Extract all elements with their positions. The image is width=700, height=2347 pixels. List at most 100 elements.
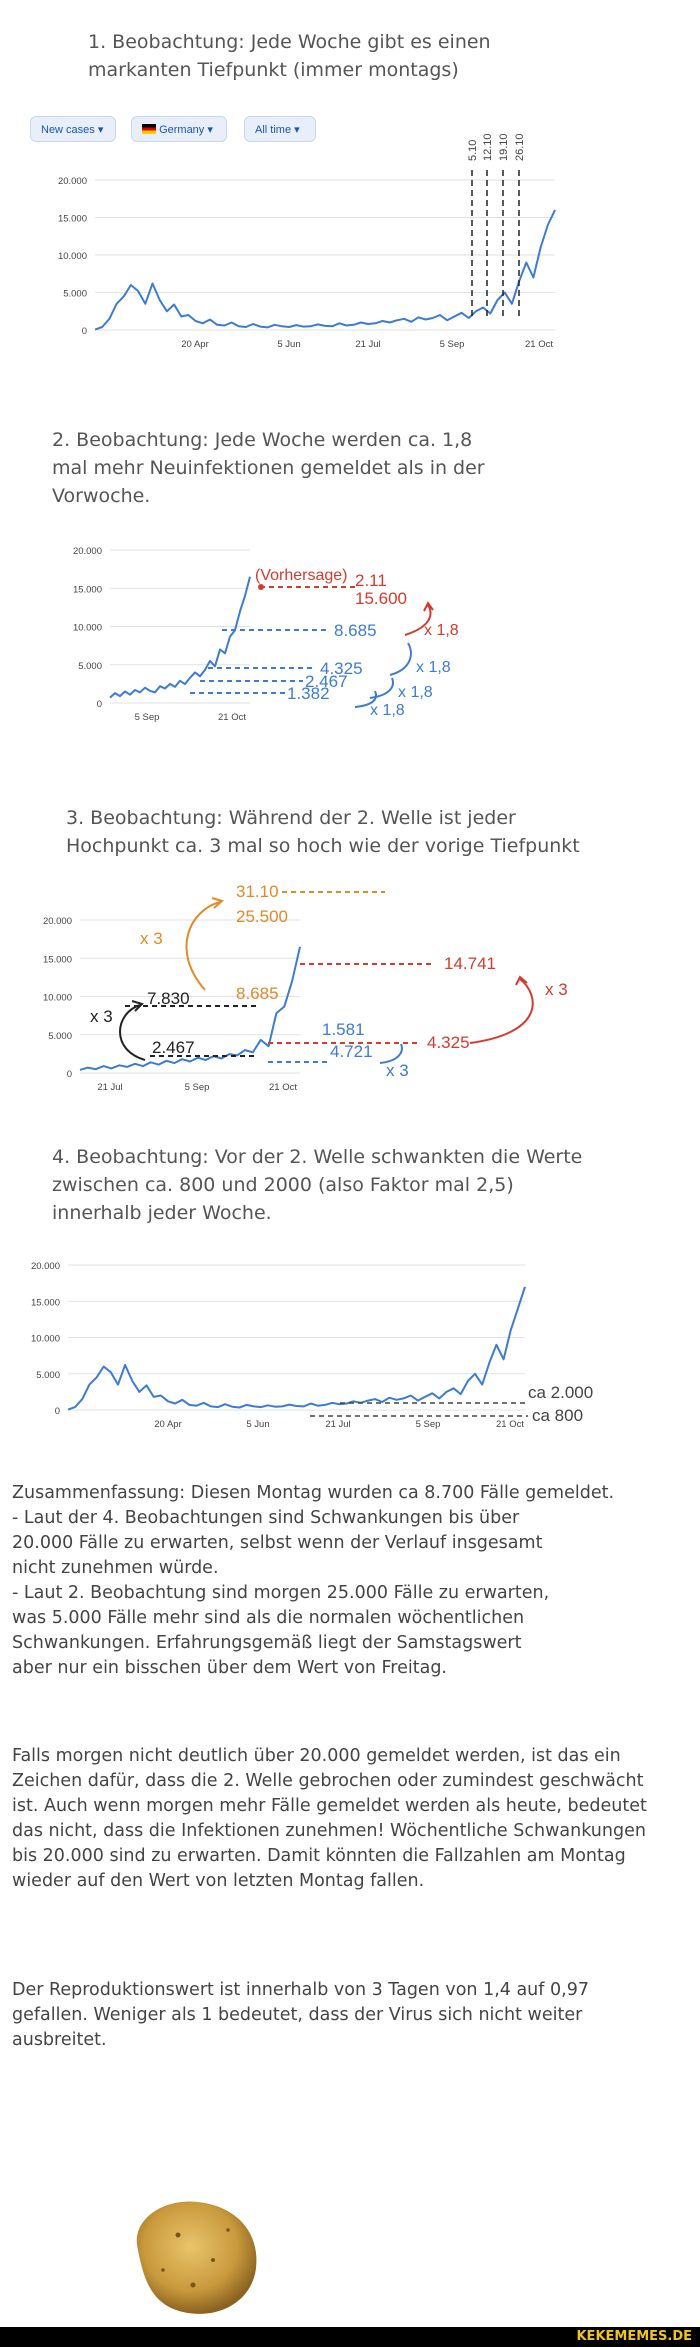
obs3-heading-line1: 3. Beobachtung: Während der 2. Welle ist…: [66, 807, 516, 829]
metric-label: New cases: [41, 124, 95, 136]
y-tick-label: 10.000: [31, 1334, 60, 1345]
value-4325: 4.325: [427, 1033, 470, 1052]
x-tick-label: 21 Oct: [218, 712, 246, 723]
marker-label: 26.10: [514, 133, 526, 161]
y-tick-label: 10.000: [43, 993, 72, 1004]
x-tick-label: 21 Oct: [496, 1419, 524, 1430]
country-dropdown[interactable]: Germany ▾: [131, 116, 227, 142]
marker-label: 19.10: [498, 133, 510, 161]
value-14741: 14.741: [444, 954, 496, 973]
value-2467: 2.467: [152, 1038, 195, 1057]
y-tick-label: 0: [67, 1069, 72, 1080]
arrow-red: [469, 978, 534, 1044]
x-tick-label: 5 Jun: [246, 1419, 269, 1430]
y-tick-label: 20.000: [73, 546, 102, 557]
y-tick-label: 15.000: [73, 584, 102, 595]
arrowhead-icon: [211, 897, 225, 909]
series-line: [109, 576, 251, 699]
chevron-down-icon: ▾: [207, 124, 213, 136]
y-tick-label: 20.000: [58, 176, 87, 187]
obs4-heading-line2: zwischen ca. 800 und 2000 (also Faktor m…: [52, 1174, 514, 1196]
x-tick-label: 20 Apr: [181, 339, 208, 350]
factor-1: x 1,8: [424, 622, 459, 639]
value-4721: 4.721: [330, 1042, 373, 1061]
x-tick-label: 21 Jul: [355, 339, 380, 350]
x-tick-label: 5 Sep: [135, 712, 160, 723]
y-tick-label: 5.000: [48, 1031, 72, 1042]
label-3110: 31.10: [236, 882, 279, 901]
y-tick-label: 15.000: [31, 1297, 60, 1308]
time-range-label: All time: [255, 124, 292, 136]
x-tick-label: 21 Oct: [269, 1082, 297, 1093]
y-tick-label: 0: [97, 699, 102, 710]
x-tick-label: 21 Jul: [325, 1419, 350, 1430]
factor-x3-blue: x 3: [386, 1061, 409, 1080]
arrow-orange: [185, 901, 221, 991]
chevron-down-icon: ▾: [294, 124, 300, 136]
series-line: [94, 209, 556, 331]
potato-image: [136, 2201, 257, 2314]
y-tick-label: 0: [55, 1406, 60, 1417]
obs4-heading-line3: innerhalb jeder Woche.: [52, 1202, 272, 1224]
factor-x3-red: x 3: [545, 980, 568, 999]
forecast-value: 15.600: [355, 589, 407, 608]
x-tick-label: 21 Jul: [97, 1082, 122, 1093]
value-25500: 25.500: [236, 907, 288, 926]
chart-3: 0 5.000 10.000 15.000 20.000 21 Jul 5 Sep 21 Oc…: [43, 882, 568, 1093]
value-1382: 1.382: [287, 684, 330, 703]
obs2-heading-line1: 2. Beobachtung: Jede Woche werden ca. 1,…: [52, 429, 473, 451]
footer-bar: [0, 2327, 700, 2347]
conclusion-paragraph: Falls morgen nicht deutlich über 20.000 …: [12, 1746, 647, 1891]
value-8685: 8.685: [334, 621, 377, 640]
y-tick-label: 15.000: [43, 954, 72, 965]
value-1581: 1.581: [322, 1020, 365, 1039]
watermark: KEKEMEMES.DE: [576, 2329, 692, 2344]
obs1-heading-line1: 1. Beobachtung: Jede Woche gibt es einen: [88, 31, 491, 53]
x-tick-label: 5 Jun: [277, 339, 300, 350]
obs2-heading-line2: mal mehr Neuinfektionen gemeldet als in …: [52, 457, 485, 479]
x-tick-label: 21 Oct: [525, 339, 553, 350]
label-2000: ca 2.000: [528, 1383, 593, 1402]
y-tick-label: 10.000: [73, 623, 102, 634]
arrow-blue: [379, 1043, 403, 1064]
y-tick-label: 0: [82, 326, 87, 337]
arrowhead-icon: [515, 975, 528, 986]
arrow-up-blue-2: [369, 677, 394, 699]
value-7830: 7.830: [147, 989, 190, 1008]
obs1-heading-line2: markanten Tiefpunkt (immer montags): [88, 59, 459, 81]
x-tick-label: 20 Apr: [154, 1419, 181, 1430]
germany-flag-icon: [142, 124, 156, 134]
arrow-up-red: [404, 604, 432, 636]
y-tick-label: 10.000: [58, 251, 87, 262]
arrow-up-blue-1: [389, 642, 412, 676]
y-tick-label: 20.000: [31, 1261, 60, 1272]
arrow-black: [119, 1004, 146, 1061]
arrow-up-blue-3: [354, 690, 377, 708]
marker-label: 12.10: [482, 133, 494, 161]
y-tick-label: 5.000: [78, 661, 102, 672]
y-tick-label: 20.000: [43, 916, 72, 927]
chart-4: 0 5.000 10.000 15.000 20.000 20 Apr 5 Jun 21 Ju…: [31, 1261, 593, 1430]
factor-x3-orange: x 3: [140, 929, 163, 948]
chevron-down-icon: ▾: [97, 124, 104, 136]
y-tick-label: 5.000: [36, 1370, 60, 1381]
x-tick-label: 5 Sep: [440, 339, 465, 350]
obs4-heading-line1: 4. Beobachtung: Vor der 2. Welle schwank…: [52, 1146, 583, 1168]
label-800: ca 800: [532, 1406, 583, 1425]
reproduction-paragraph: Der Reproduktionswert ist innerhalb von …: [12, 1980, 589, 2050]
series-line: [79, 946, 301, 1071]
y-tick-label: 15.000: [58, 214, 87, 225]
factor-3: x 1,8: [398, 684, 433, 701]
x-tick-label: 5 Sep: [416, 1419, 441, 1430]
time-range-dropdown[interactable]: All time ▾: [244, 116, 316, 142]
metric-dropdown[interactable]: New cases ▾: [30, 116, 116, 142]
factor-2: x 1,8: [416, 659, 451, 676]
obs3-heading-line2: Hochpunkt ca. 3 mal so hoch wie der vori…: [66, 835, 580, 857]
summary-paragraph: Zusammenfassung: Diesen Montag wurden ca…: [12, 1483, 615, 1678]
value-4325: 4.325: [320, 659, 363, 678]
series-line: [67, 1286, 526, 1411]
factor-x3-black: x 3: [90, 1007, 113, 1026]
forecast-date: 2.11: [355, 571, 387, 590]
marker-label: 5.10: [467, 140, 479, 161]
country-label: Germany: [159, 124, 205, 136]
